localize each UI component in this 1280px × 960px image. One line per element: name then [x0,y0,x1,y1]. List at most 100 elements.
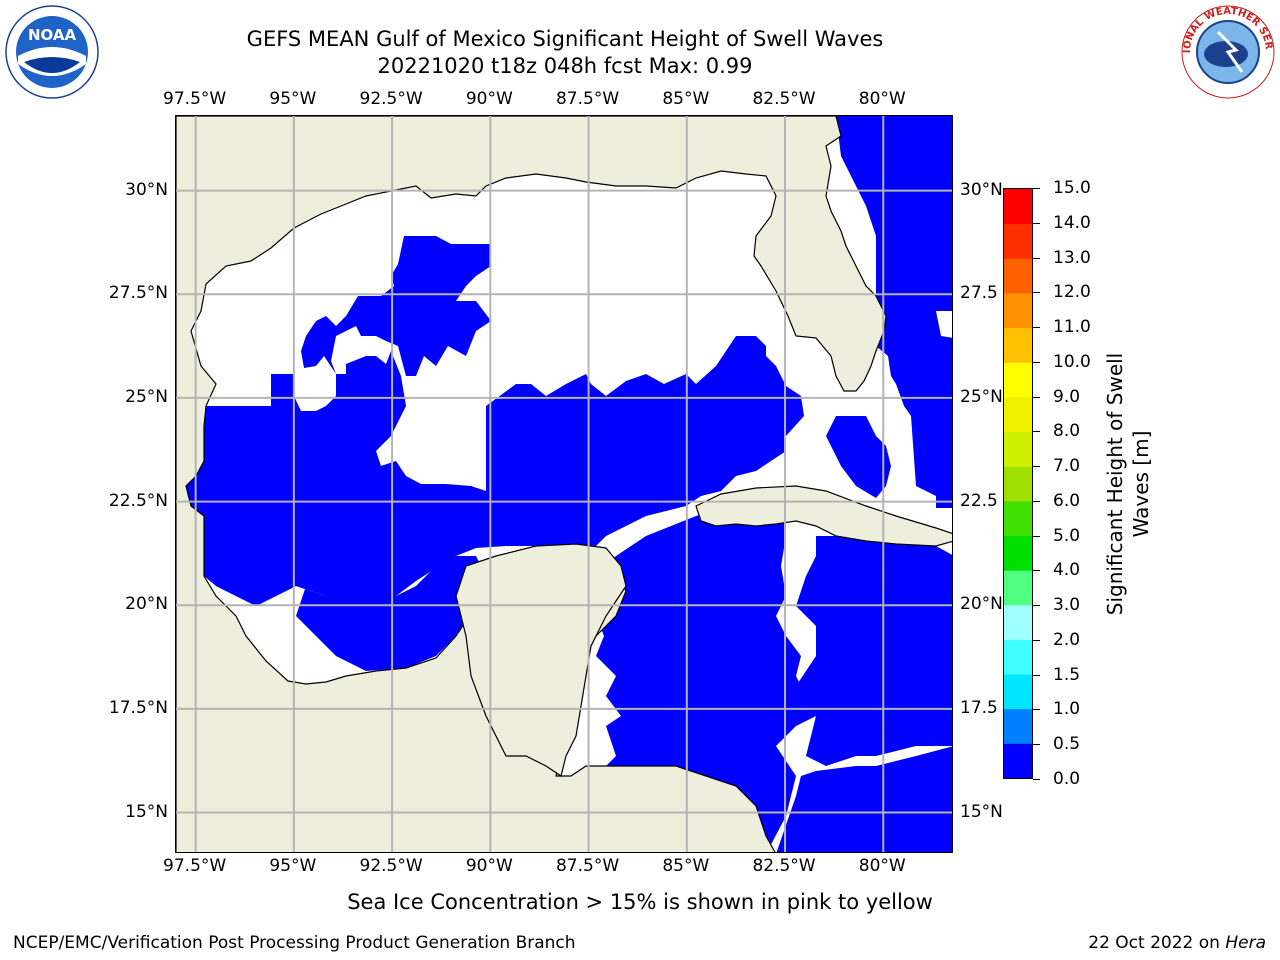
colorbar-label-line2: Waves [m] [1129,430,1153,538]
colorbar-segment [1004,708,1032,744]
colorbar-segment [1004,292,1032,329]
colorbar-tick-mark [1033,396,1040,398]
colorbar-tick-label: 6.0 [1053,490,1081,511]
colorbar-segment [1004,396,1032,433]
swell-region-yucatan-channel [596,501,816,852]
colorbar-tick-mark [1033,466,1040,468]
colorbar-tick-label: 13.0 [1053,247,1091,268]
swell-region-caribbean [776,746,952,852]
colorbar-tick-label: 1.0 [1053,699,1081,720]
right-lat-tick-label: 20°N [960,594,1003,615]
top-lon-tick-label: 92.5°W [359,89,423,109]
map-panel [175,115,953,853]
colorbar-label-line1: Significant Height of Swell [1103,352,1127,616]
colorbar-tick-mark [1033,709,1040,711]
swell-region-central-gulf [186,336,804,606]
colorbar-segment [1004,500,1032,536]
top-lon-tick-label: 82.5°W [752,89,816,109]
top-lon-tick-label: 85°W [662,89,710,109]
colorbar-tick-label: 9.0 [1053,386,1081,407]
bottom-lon-tick-label: 85°W [662,856,710,876]
colorbar-segment [1004,743,1032,778]
colorbar-tick-label: 3.0 [1053,595,1081,616]
left-lat-tick-label: 30°N [125,179,168,200]
swell-region-north-gulf [301,236,491,376]
right-lat-tick-label: 17.5 [960,697,998,718]
colorbar-segment [1004,466,1032,502]
left-lat-tick-label: 22.5°N [108,490,168,511]
noaa-logo: NOAA [5,5,99,99]
bottom-lon-tick-label: 82.5°W [752,856,816,876]
swell-region-caribbean-east [796,536,952,766]
noaa-logo-text: NOAA [28,26,77,44]
colorbar-tick-mark [1033,779,1040,780]
colorbar-tick-mark [1033,570,1040,572]
top-lon-tick-label: 95°W [269,89,317,109]
colorbar [1003,188,1033,779]
bottom-lon-tick-label: 80°W [858,856,906,876]
colorbar-tick-mark [1033,744,1040,746]
chart-subtitle: 20221020 t18z 048h fcst Max: 0.99 [377,54,753,78]
bottom-lon-tick-label: 95°W [269,856,317,876]
date-text: 22 Oct 2022 on [1088,933,1226,953]
colorbar-segment [1004,604,1032,640]
credit-line: NCEP/EMC/Verification Post Processing Pr… [13,933,576,953]
colorbar-tick-label: 11.0 [1053,317,1091,338]
colorbar-tick-mark [1033,222,1040,224]
gridlines [176,116,952,852]
host-name: Hera [1225,933,1266,953]
colorbar-segment [1004,189,1032,225]
colorbar-tick-label: 7.0 [1053,456,1081,477]
colorbar-tick-mark [1033,292,1040,294]
top-lon-tick-label: 87.5°W [555,89,620,109]
swell-region-straits [826,416,891,498]
colorbar-segment [1004,674,1032,710]
colorbar-segment [1004,535,1032,571]
swell-height-map [176,116,952,852]
colorbar-tick-mark [1033,431,1040,433]
colorbar-tick-label: 0.5 [1053,734,1081,755]
colorbar-tick-mark [1033,535,1040,537]
right-lat-tick-label: 22.5 [960,490,998,511]
colorbar-tick-mark [1033,361,1040,363]
land-yucatan [455,543,627,777]
colorbar-tick-mark [1033,639,1040,641]
colorbar-tick-label: 5.0 [1053,525,1081,546]
right-lat-tick-label: 30°N [960,179,1003,200]
colorbar-tick-label: 1.5 [1053,664,1081,685]
colorbar-tick-mark [1033,500,1040,502]
chart-title: GEFS MEAN Gulf of Mexico Significant Hei… [246,27,884,51]
colorbar-label: Significant Height of Swell Waves [m] [1102,353,1154,615]
colorbar-segment [1004,258,1032,294]
bottom-lon-tick-label: 97.5°W [163,856,227,876]
right-lat-tick-label: 15°N [960,801,1003,822]
right-lat-tick-label: 25°N [960,386,1003,407]
swell-region-campeche [206,506,486,671]
colorbar-tick-label: 0.0 [1053,769,1081,789]
left-lat-tick-label: 20°N [125,594,168,615]
bottom-lon-tick-label: 92.5°W [359,856,423,876]
top-lon-tick-label: 97.5°W [163,89,227,109]
left-lat-tick-label: 25°N [125,386,168,407]
colorbar-tick-label: 14.0 [1053,212,1091,233]
top-lon-tick-label: 80°W [858,89,906,109]
right-lat-tick-label: 27.5 [960,283,998,304]
bottom-lon-tick-label: 87.5°W [555,856,620,876]
colorbar-tick-mark [1033,674,1040,676]
colorbar-tick-label: 8.0 [1053,421,1081,442]
colorbar-tick-label: 15.0 [1053,178,1091,198]
colorbar-tick-label: 4.0 [1053,560,1081,581]
left-lat-tick-label: 27.5°N [108,283,168,304]
colorbar-segment [1004,362,1032,398]
date-line: 22 Oct 2022 on Hera [1088,933,1266,953]
left-lat-tick-label: 17.5°N [108,697,168,718]
colorbar-segment [1004,223,1032,259]
colorbar-tick-mark [1033,188,1040,189]
colorbar-tick-mark [1033,605,1040,607]
sea-ice-footnote: Sea Ice Concentration > 15% is shown in … [347,890,933,914]
colorbar-tick-label: 10.0 [1053,351,1091,372]
colorbar-tick-mark [1033,327,1040,329]
colorbar-tick-label: 2.0 [1053,629,1081,650]
colorbar-segment [1004,570,1032,606]
left-lat-tick-label: 15°N [125,801,168,822]
